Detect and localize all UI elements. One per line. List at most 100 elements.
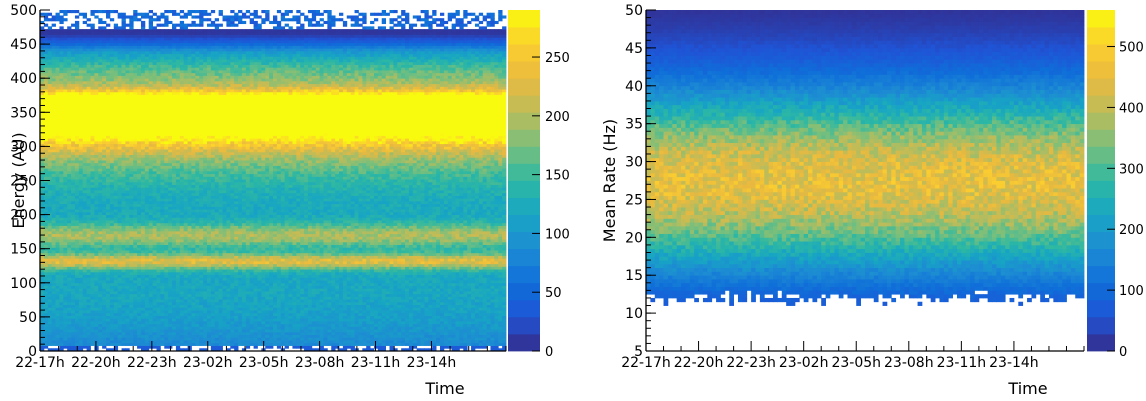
heatmap-cell	[71, 261, 75, 264]
heatmap-cell	[83, 340, 87, 343]
heatmap-cell	[444, 337, 448, 340]
heatmap-cell	[467, 261, 471, 264]
heatmap-cell	[331, 253, 335, 256]
heatmap-cell	[323, 242, 327, 245]
heatmap-cell	[160, 264, 164, 267]
heatmap-cell	[261, 326, 265, 329]
heatmap-cell	[52, 340, 56, 343]
heatmap-cell	[483, 337, 487, 340]
heatmap-cell	[382, 302, 386, 305]
heatmap-cell	[308, 266, 312, 269]
heatmap-cell	[141, 277, 145, 280]
heatmap-cell	[366, 266, 370, 269]
heatmap-cell	[378, 269, 382, 272]
heatmap-cell	[281, 288, 285, 291]
heatmap-cell	[339, 310, 343, 313]
heatmap-cell	[343, 324, 347, 327]
heatmap-cell	[157, 337, 161, 340]
heatmap-cell	[479, 321, 483, 324]
heatmap-cell	[339, 321, 343, 324]
heatmap-cell	[106, 335, 110, 338]
heatmap-cell	[83, 264, 87, 267]
heatmap-cell	[176, 313, 180, 316]
heatmap-cell	[323, 307, 327, 310]
heatmap-cell	[490, 291, 494, 294]
heatmap-cell	[79, 296, 83, 299]
heatmap-cell	[242, 242, 246, 245]
heatmap-cell	[386, 264, 390, 267]
heatmap-cell	[75, 275, 79, 278]
heatmap-cell	[320, 286, 324, 289]
heatmap-cell	[261, 234, 265, 237]
heatmap-cell	[199, 264, 203, 267]
heatmap-cell	[125, 321, 129, 324]
heatmap-cell	[79, 258, 83, 261]
heatmap-cell	[494, 321, 498, 324]
heatmap-cell	[312, 313, 316, 316]
heatmap-cell	[343, 253, 347, 256]
heatmap-cell	[498, 247, 502, 250]
heatmap-cell	[370, 280, 374, 283]
heatmap-cell	[366, 307, 370, 310]
heatmap-cell	[67, 250, 71, 253]
heatmap-cell	[226, 313, 230, 316]
heatmap-cell	[52, 291, 56, 294]
heatmap-cell	[106, 310, 110, 313]
heatmap-cell	[102, 264, 106, 267]
heatmap-cell	[436, 275, 440, 278]
heatmap-cell	[289, 321, 293, 324]
heatmap-cell	[176, 299, 180, 302]
heatmap-cell	[180, 256, 184, 259]
heatmap-cell	[203, 294, 207, 297]
heatmap-cell	[102, 250, 106, 253]
heatmap-cell	[75, 332, 79, 335]
heatmap-cell	[421, 245, 425, 248]
heatmap-cell	[444, 269, 448, 272]
heatmap-cell	[153, 261, 157, 264]
heatmap-cell	[300, 326, 304, 329]
heatmap-cell	[362, 310, 366, 313]
heatmap-cell	[304, 253, 308, 256]
heatmap-cell	[370, 335, 374, 338]
heatmap-cell	[323, 280, 327, 283]
heatmap-cell	[448, 305, 452, 308]
heatmap-cell	[219, 258, 223, 261]
heatmap-cell	[90, 305, 94, 308]
heatmap-cell	[316, 332, 320, 335]
heatmap-cell	[459, 346, 463, 349]
heatmap-cell	[300, 335, 304, 338]
heatmap-cell	[343, 247, 347, 250]
heatmap-cell	[289, 250, 293, 253]
heatmap-cell	[129, 280, 133, 283]
heatmap-cell	[335, 288, 339, 291]
heatmap-cell	[374, 247, 378, 250]
heatmap-cell	[444, 324, 448, 327]
heatmap-cell	[300, 305, 304, 308]
heatmap-cell	[67, 236, 71, 239]
heatmap-cell	[242, 283, 246, 286]
heatmap-cell	[149, 234, 153, 237]
heatmap-cell	[327, 266, 331, 269]
heatmap-cell	[463, 261, 467, 264]
heatmap-cell	[230, 337, 234, 340]
heatmap-cell	[110, 245, 114, 248]
heatmap-cell	[98, 321, 102, 324]
heatmap-cell	[246, 247, 250, 250]
heatmap-cell	[157, 343, 161, 346]
heatmap-cell	[164, 288, 168, 291]
heatmap-cell	[335, 253, 339, 256]
heatmap-cell	[343, 272, 347, 275]
heatmap-cell	[83, 277, 87, 280]
heatmap-cell	[440, 264, 444, 267]
heatmap-cell	[59, 277, 63, 280]
heatmap-cell	[471, 242, 475, 245]
heatmap-cell	[180, 269, 184, 272]
heatmap-cell	[230, 275, 234, 278]
heatmap-cell	[456, 332, 460, 335]
heatmap-cell	[351, 264, 355, 267]
heatmap-cell	[304, 283, 308, 286]
heatmap-cell	[226, 242, 230, 245]
heatmap-cell	[459, 318, 463, 321]
heatmap-cell	[242, 266, 246, 269]
heatmap-cell	[230, 236, 234, 239]
